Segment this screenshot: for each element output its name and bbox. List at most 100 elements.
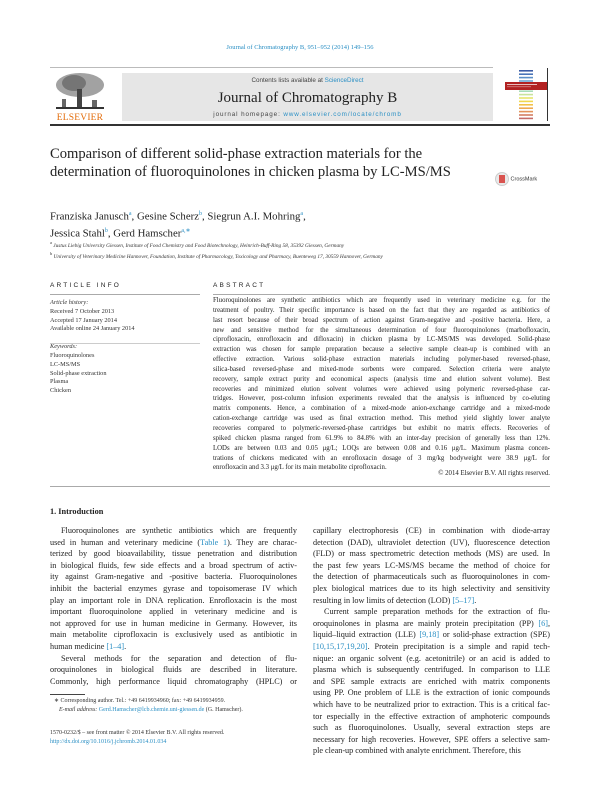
author-separator: , <box>107 227 114 240</box>
keyword: LC-MS/MS <box>50 360 81 368</box>
journal-name: Journal of Chromatography B <box>217 90 398 106</box>
article-info: Article history: Received 7 October 2013… <box>50 299 200 396</box>
cover-stripe <box>519 100 533 103</box>
author-name[interactable]: Gesine Scherz <box>136 210 199 223</box>
author-affiliation-marker[interactable]: a <box>300 211 304 217</box>
text-line: which have to be neutralized prior to ex… <box>313 699 550 709</box>
text-line: recoveries compared to polymeric-reverse… <box>213 424 550 432</box>
citation-link[interactable]: [5–17] <box>452 595 475 605</box>
keywords-label: Keywords: <box>50 343 78 351</box>
text-line: spiked chicken plasma ranged from 61.9% … <box>213 434 550 442</box>
citation-link[interactable]: [6] <box>538 618 548 628</box>
text-line: (FLD) or mass spectrometric detection me… <box>313 549 550 559</box>
author-separator: , <box>303 210 306 223</box>
text-line: nique: an organic solvent (e.g. acetonit… <box>313 653 550 663</box>
author-name[interactable]: Jessica Stahl <box>50 227 105 240</box>
keyword: Fluoroquinolones <box>50 351 95 359</box>
keyword: Chicken <box>50 387 71 395</box>
author-separator: , <box>202 210 208 223</box>
author-name[interactable]: Siegrun A.I. Mohring <box>207 210 301 223</box>
citation-link[interactable]: [9,18] <box>419 630 440 640</box>
text-line: inhibit the bacterial enzymes gyrase and… <box>50 583 297 593</box>
cover-stripe <box>519 90 533 92</box>
homepage-link[interactable]: www.elsevier.com/locate/chromb <box>283 111 402 118</box>
text-line: Current sample preparation methods for t… <box>324 607 550 617</box>
crossmark-button[interactable]: CrossMark <box>495 172 555 186</box>
text-line: enrofloxacin and 3.3 μg/L for its main m… <box>213 464 387 472</box>
author-affiliation-marker[interactable]: b <box>104 227 108 234</box>
text-line: in biological fluids, few side effects a… <box>50 560 297 570</box>
text-line: plex biological matrices due to its high… <box>313 583 550 593</box>
text-line: liquid–liquid extraction (LLE) [9,18] or… <box>313 630 550 640</box>
crossmark-label: CrossMark <box>510 176 538 183</box>
text-line: using PP. One problem of LLE is the extr… <box>313 688 550 698</box>
history-item: Available online 24 January 2014 <box>50 325 135 333</box>
journal-reference-link[interactable]: Journal of Chromatography B, 951–952 (20… <box>226 44 374 51</box>
text-line: treatment of poultry. Their specific imp… <box>213 306 550 314</box>
email-suffix: (G. Hamscher). <box>204 707 243 713</box>
author-list: Franziska Januscha, Gesine Scherzb, Sieg… <box>50 207 470 240</box>
text-line: not approved for use in human medicine i… <box>50 618 297 628</box>
elsevier-tree-icon <box>54 73 106 111</box>
cover-stripe <box>519 80 533 82</box>
text-line: oroquinolones in plasma are mainly prote… <box>313 618 550 628</box>
citation-link[interactable]: [10,15,17,19,20] <box>313 641 368 651</box>
footnote: ∗ Corresponding author. Tel.: +49 641993… <box>50 697 304 715</box>
citation-link[interactable]: [1–4] <box>106 641 125 651</box>
history-item: Received 7 October 2013 <box>50 307 115 315</box>
author-name[interactable]: Franziska Janusch <box>50 210 129 223</box>
doi-link[interactable]: http://dx.doi.org/10.1016/j.jchromb.2014… <box>50 739 167 745</box>
author-name[interactable]: Gerd Hamscher <box>113 227 182 240</box>
text-line: ity against Gram-negative and -positive … <box>50 572 297 582</box>
journal-cover-thumbnail <box>505 68 548 121</box>
elsevier-wordmark: ELSEVIER <box>56 113 104 123</box>
text-line: [10,15,17,19,20]. Protein precipitation … <box>313 641 550 651</box>
text-line: Fluoroquinolones are synthetic antibioti… <box>213 297 550 304</box>
cover-stripe <box>519 110 533 113</box>
cover-stripe <box>519 104 533 106</box>
cover-stripe <box>519 70 533 72</box>
text-line: Fluoroquinolones are synthetic antibioti… <box>61 526 297 535</box>
text-line: trations of chickens medicated with an e… <box>213 454 550 462</box>
affiliation-marker: b <box>50 251 53 257</box>
text-line: terized by good bioavailability, tissue … <box>50 549 297 559</box>
crossmark-icon <box>495 172 509 186</box>
text-line: last resort because of their broad spect… <box>213 316 550 324</box>
text-line: play an important role in DNA replicatio… <box>50 595 297 605</box>
text-line: extraction was chosen for sample prepara… <box>213 346 550 354</box>
text-line: silica-based reversed-phase and mixed-mo… <box>213 365 550 373</box>
cover-stripe <box>519 73 533 75</box>
journal-header-box: Contents lists available at ScienceDirec… <box>122 73 493 121</box>
keyword: Solid-phase extraction <box>50 369 107 377</box>
sciencedirect-link[interactable]: ScienceDirect <box>324 77 364 84</box>
author-affiliation-marker[interactable]: a <box>128 211 132 217</box>
header-rule <box>50 67 493 68</box>
text-line: cation-exchange cartridge was used as fi… <box>213 415 550 423</box>
body-column-left: Fluoroquinolones are synthetic antibioti… <box>50 525 297 687</box>
corresponding-author: ∗ Corresponding author. Tel.: +49 641993… <box>54 698 226 704</box>
divider <box>50 294 200 295</box>
copyright-notice: © 2014 Elsevier B.V. All rights reserved… <box>438 470 550 477</box>
issn: 1570-0232/$ – see front matter © 2014 El… <box>50 730 225 736</box>
divider <box>50 343 200 344</box>
cover-stripe <box>519 97 533 99</box>
text-line: such as fluoroquinolones. Usually, sever… <box>313 723 550 733</box>
author-separator: , <box>131 210 137 223</box>
text-line: resulting in low limits of detection (LO… <box>313 595 477 605</box>
citation-link[interactable]: Table 1 <box>200 537 228 547</box>
cover-stripe <box>519 76 533 79</box>
affiliation-marker: a <box>50 240 52 245</box>
email-line: E-mail address: Gerd.Hamscher@lcb.chemie… <box>54 706 304 715</box>
text-line: capillary electrophoresis (CE) in combin… <box>313 526 550 535</box>
text-line: important fluoroquinolone applied in vet… <box>50 607 297 617</box>
homepage-prefix: journal homepage: <box>213 111 284 118</box>
author-affiliation-marker[interactable]: b <box>199 211 202 217</box>
footnote-rule <box>50 694 85 695</box>
cover-stripe <box>519 93 533 96</box>
text-line: recoveries and minimized elution solvent… <box>213 385 550 393</box>
author-affiliation-marker[interactable]: a,∗ <box>181 227 191 234</box>
email-link[interactable]: Gerd.Hamscher@lcb.chemie.uni-giessen.de <box>98 707 205 713</box>
text-line: recovery, sample extract purity and econ… <box>213 375 550 383</box>
text-line: the past few years LC-MS/MS became the m… <box>313 560 550 570</box>
